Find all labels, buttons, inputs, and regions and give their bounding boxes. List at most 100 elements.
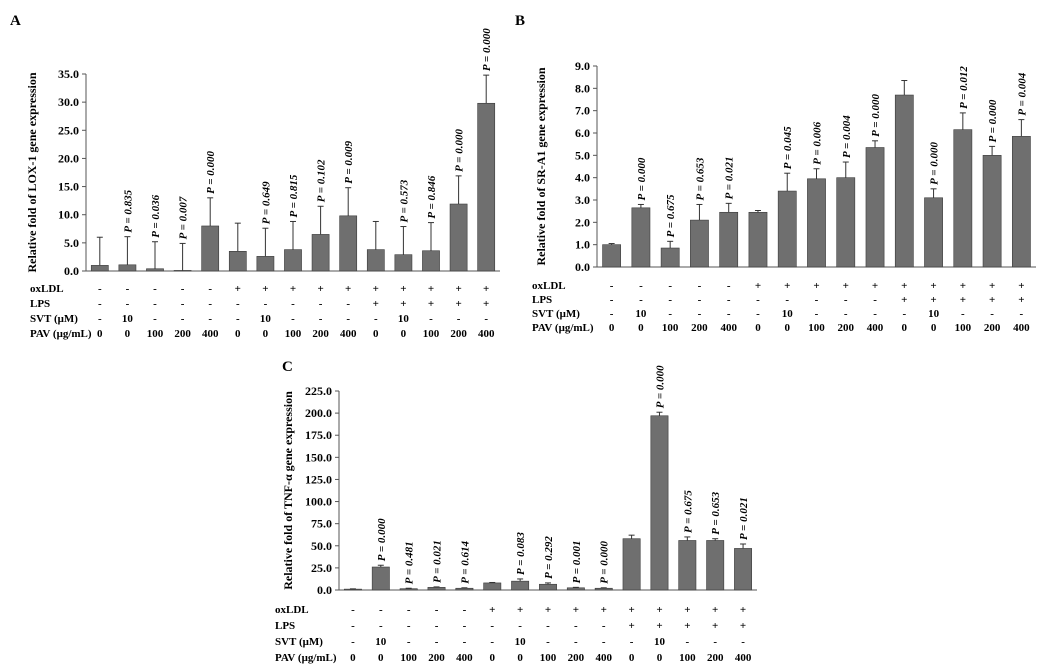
condition-cell: + <box>489 604 495 616</box>
condition-cell: + <box>684 604 690 616</box>
condition-cell: - <box>126 298 130 310</box>
condition-cell: - <box>668 280 672 292</box>
condition-cell: + <box>930 280 936 292</box>
bar <box>836 177 856 268</box>
condition-cell: + <box>573 604 579 616</box>
bar <box>366 249 385 272</box>
condition-cell: - <box>484 313 488 325</box>
condition-cell: + <box>400 283 406 295</box>
condition-cell: - <box>815 308 819 320</box>
condition-cell: - <box>463 620 467 632</box>
condition-cell: - <box>407 636 411 648</box>
bar <box>90 265 109 272</box>
condition-cell: - <box>264 298 268 310</box>
condition-cell: - <box>610 280 614 292</box>
bar <box>427 587 446 591</box>
condition-cell: - <box>756 308 760 320</box>
condition-cell: + <box>290 283 296 295</box>
condition-cell: 0 <box>350 652 356 664</box>
condition-row-label: oxLDL <box>275 604 309 616</box>
p-value-label: P = 0.021 <box>724 157 736 200</box>
condition-row-label: PAV (μg/mL) <box>30 328 92 340</box>
condition-cell: + <box>960 294 966 306</box>
condition-cell: + <box>930 294 936 306</box>
condition-cell: - <box>490 636 494 648</box>
condition-cell: - <box>98 313 102 325</box>
condition-cell: 10 <box>375 636 387 648</box>
y-tick-label: 5.0 <box>575 148 590 162</box>
condition-cell: 0 <box>517 652 523 664</box>
condition-cell: 200 <box>428 652 445 664</box>
condition-cell: - <box>429 313 433 325</box>
condition-row-label: SVT (μM) <box>532 308 580 320</box>
condition-cell: 400 <box>735 652 752 664</box>
p-value-label: P = 0.045 <box>782 126 794 169</box>
condition-cell: + <box>656 604 662 616</box>
condition-cell: - <box>153 298 157 310</box>
condition-cell: + <box>712 620 718 632</box>
condition-cell: 0 <box>235 328 241 340</box>
bar <box>256 256 275 272</box>
y-tick-label: 100.0 <box>305 495 332 509</box>
condition-cell: 10 <box>782 308 794 320</box>
bar <box>118 264 137 272</box>
condition-cell: 0 <box>902 322 908 334</box>
condition-cell: - <box>639 294 643 306</box>
condition-cell: - <box>208 313 212 325</box>
condition-cell: 0 <box>490 652 496 664</box>
y-tick-label: 35.0 <box>58 67 79 81</box>
condition-cell: 10 <box>515 636 527 648</box>
condition-cell: - <box>319 313 323 325</box>
condition-cell: + <box>989 294 995 306</box>
panel-letter: A <box>10 13 21 29</box>
condition-cell: 100 <box>679 652 696 664</box>
condition-cell: - <box>610 308 614 320</box>
condition-cell: + <box>373 298 379 310</box>
y-tick-label: 2.0 <box>575 215 590 229</box>
condition-cell: + <box>262 283 268 295</box>
p-value-label: P = 0.102 <box>316 159 328 202</box>
y-axis-label: Relative fold of SR-A1 gene expression <box>534 67 548 265</box>
condition-cell: 200 <box>568 652 585 664</box>
condition-cell: + <box>813 280 819 292</box>
panel-letter: C <box>282 359 293 375</box>
condition-cell: 0 <box>373 328 379 340</box>
bar <box>777 190 797 268</box>
condition-cell: 400 <box>867 322 884 334</box>
y-tick-label: 8.0 <box>575 81 590 95</box>
condition-cell: 100 <box>400 652 417 664</box>
bar <box>650 415 669 591</box>
bar <box>422 250 440 272</box>
condition-cell: + <box>843 280 849 292</box>
p-value-label: P = 0.000 <box>376 518 388 561</box>
condition-cell: 0 <box>629 652 635 664</box>
y-tick-label: 0.0 <box>317 583 332 597</box>
p-value-label: P = 0.009 <box>343 140 355 183</box>
condition-cell: - <box>602 636 606 648</box>
condition-cell: - <box>1020 308 1024 320</box>
condition-cell: 10 <box>398 313 410 325</box>
condition-cell: - <box>126 283 130 295</box>
condition-cell: + <box>901 280 907 292</box>
bar <box>228 251 247 272</box>
condition-cell: - <box>756 294 760 306</box>
condition-cell: + <box>628 620 634 632</box>
condition-cell: - <box>181 283 185 295</box>
bar <box>706 540 725 591</box>
bar <box>511 580 530 591</box>
condition-row-label: oxLDL <box>30 283 64 295</box>
bar <box>953 129 973 268</box>
condition-cell: - <box>98 283 102 295</box>
condition-cell: 10 <box>122 313 134 325</box>
y-tick-label: 9.0 <box>575 59 590 73</box>
bar <box>566 587 585 591</box>
condition-cell: - <box>668 308 672 320</box>
bar <box>146 268 164 272</box>
condition-cell: - <box>374 313 378 325</box>
condition-row-label: PAV (μg/mL) <box>275 652 337 664</box>
condition-cell: - <box>685 636 689 648</box>
p-value-label: P = 0.846 <box>426 175 438 218</box>
condition-cell: - <box>407 620 411 632</box>
bar <box>982 155 1002 268</box>
condition-row-label: SVT (μM) <box>30 313 78 325</box>
